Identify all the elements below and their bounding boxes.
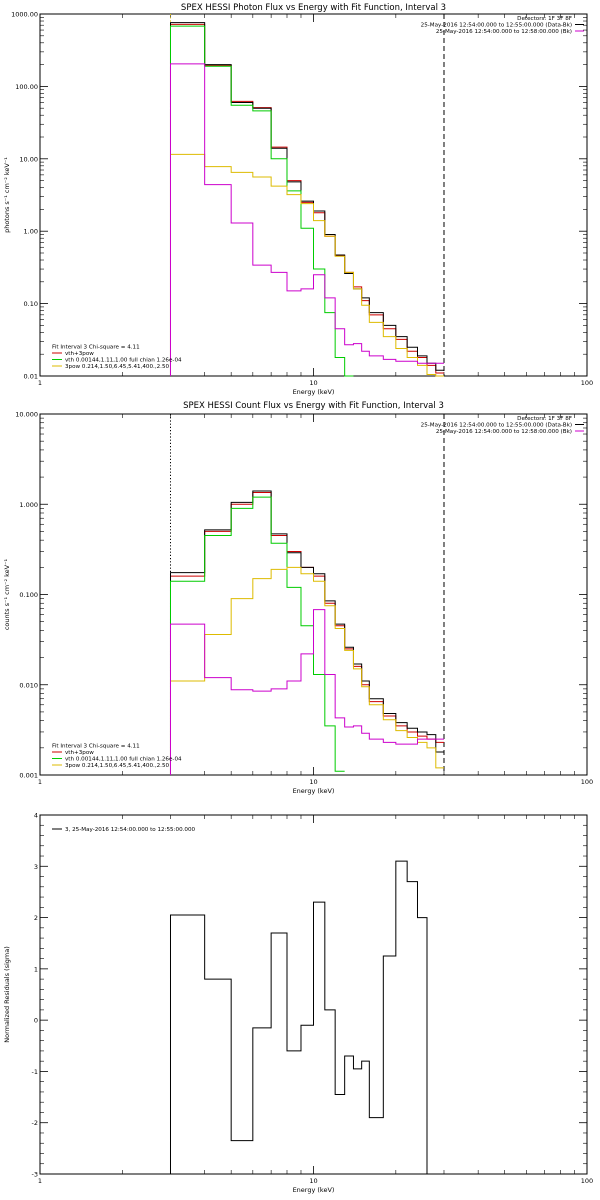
count-plot-frame (39, 413, 588, 776)
count-series-3 (169, 566, 444, 775)
photon-y-axis-label: photons s⁻¹ cm⁻² keV⁻¹ (3, 157, 11, 233)
count-series-0 (169, 491, 444, 775)
count-x-tick-label: 100 (581, 778, 593, 786)
residual-legend-entry: 3, 25-May-2016 12:54:00.000 to 12:55:00.… (65, 827, 196, 833)
photon-series-0 (169, 23, 444, 376)
photon-series-3 (169, 153, 444, 377)
residual-x-tick-label: 1 (38, 1177, 42, 1185)
count-y-axis-label: counts s⁻¹ cm⁻² keV⁻¹ (3, 558, 11, 630)
residual-y-tick-label: -2 (32, 1119, 38, 1127)
count-series-2 (169, 496, 345, 775)
photon-series-4 (169, 63, 444, 376)
photon-chart-title: SPEX HESSI Photon Flux vs Energy with Fi… (181, 3, 446, 13)
photon-header-line-2: 25-May-2016 12:54:00.000 to 12:58:00.000… (436, 29, 572, 35)
residual-y-tick-label: 2 (34, 914, 38, 922)
count-header-line-0: Detectors: 1F 3F 8F (517, 416, 572, 422)
residual-y-tick-label: 4 (34, 812, 38, 820)
count-legend-entry-2: 3pow 0.214,1.50,6.45,5.41,400.,2.50 (65, 763, 170, 769)
photon-y-tick-label: 0.10 (24, 300, 38, 308)
residual-panel: 1 10 100 -3 -2 -1 0 1 2 3 4 Energy (keV) Normalized … (3, 812, 593, 1195)
photon-header-line-1: 25-May-2016 12:54:00.000 to 12:55:00.000… (421, 23, 572, 29)
photon-series-1 (169, 22, 444, 376)
count-y-tick-label: 10.000 (15, 411, 38, 419)
residual-y-axis-label: Normalized Residuals (sigma) (3, 946, 11, 1043)
count-legend-entry-1: vth 0.00144,1.11,1.00 full chian 1.26e-0… (65, 757, 182, 763)
count-header-line-2: 25-May-2016 12:54:00.000 to 12:58:00.000… (436, 429, 572, 435)
residual-y-tick-label: 0 (34, 1017, 38, 1025)
count-y-tick-label: 0.010 (19, 681, 38, 689)
photon-legend-entry-0: vth+3pow (65, 351, 94, 357)
count-series-1 (169, 490, 444, 775)
count-y-tick-label: 0.001 (19, 772, 38, 780)
photon-y-tick-label: 1.00 (24, 228, 38, 236)
photon-header-line-0: Detectors: 1F 3F 8F (517, 16, 572, 22)
count-header-line-1: 25-May-2016 12:54:00.000 to 12:55:00.000… (421, 423, 572, 429)
photon-x-tick-label: 10 (309, 379, 317, 387)
photon-y-tick-label: 1000.00 (11, 11, 38, 19)
count-series-4 (169, 609, 444, 775)
count-y-tick-label: 1.000 (19, 501, 38, 509)
residual-series-0 (169, 860, 428, 1174)
count-x-tick-label: 10 (309, 778, 317, 786)
residual-y-tick-label: -1 (32, 1068, 38, 1076)
photon-x-axis-label: Energy (keV) (293, 388, 335, 396)
residual-x-axis-label: Energy (keV) (293, 1186, 335, 1194)
residual-y-tick-label: -3 (32, 1171, 38, 1179)
count-panel: SPEX HESSI Count Flux vs Energy with Fit… (3, 401, 593, 795)
residual-x-tick-label: 10 (309, 1177, 317, 1185)
count-x-axis-label: Energy (keV) (293, 787, 335, 795)
count-legend-title: Fit Interval 3 Chi-square = 4.11 (52, 744, 140, 750)
residual-y-tick-label: 1 (34, 965, 38, 973)
photon-legend-entry-2: 3pow 0.214,1.50,6.45,5.41,400.,2.50 (65, 364, 170, 370)
photon-legend-entry-1: vth 0.00144,1.11,1.00 full chian 1.26e-0… (65, 358, 182, 364)
count-y-tick-label: 0.100 (19, 591, 38, 599)
residual-x-tick-label: 100 (581, 1177, 593, 1185)
photon-y-tick-label: 100.00 (15, 83, 38, 91)
photon-y-tick-label: 10.00 (19, 155, 38, 163)
photon-plot-frame (39, 13, 588, 377)
count-legend-entry-0: vth+3pow (65, 750, 94, 756)
photon-x-tick-label: 1 (38, 379, 42, 387)
photon-legend-title: Fit Interval 3 Chi-square = 4.11 (52, 345, 140, 351)
photon-x-tick-label: 100 (581, 379, 593, 387)
count-x-tick-label: 1 (38, 778, 42, 786)
photon-series-2 (169, 25, 354, 377)
photon-panel: SPEX HESSI Photon Flux vs Energy with Fi… (3, 3, 593, 396)
photon-y-tick-label: 0.01 (24, 373, 38, 381)
count-chart-title: SPEX HESSI Count Flux vs Energy with Fit… (183, 401, 444, 411)
residual-y-tick-label: 3 (34, 863, 38, 871)
